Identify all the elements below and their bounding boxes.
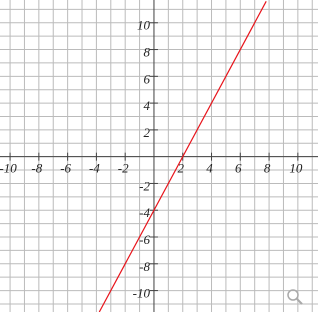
- x-tick-label: -10: [0, 161, 17, 176]
- y-tick-label: -2: [139, 178, 150, 193]
- zoom-icon[interactable]: [287, 289, 303, 305]
- x-tick-label: 10: [289, 161, 303, 176]
- y-tick-label: 4: [143, 98, 150, 113]
- zoom-lens: [287, 289, 299, 301]
- x-tick-label: 8: [264, 161, 271, 176]
- x-tick-label: 2: [177, 161, 184, 176]
- x-tick-label: -8: [31, 161, 42, 176]
- x-tick-label: -4: [89, 161, 100, 176]
- y-tick-label: 8: [143, 45, 150, 60]
- x-tick-label: 6: [235, 161, 242, 176]
- x-tick-label: 4: [206, 161, 213, 176]
- y-tick-label: -4: [139, 205, 150, 220]
- x-tick-label: -6: [60, 161, 71, 176]
- y-tick-label: 10: [137, 18, 151, 33]
- x-tick-label: -2: [118, 161, 129, 176]
- y-tick-label: 6: [143, 71, 150, 86]
- y-tick-label: -6: [139, 232, 150, 247]
- y-tick-label: -10: [133, 286, 151, 301]
- zoom-handle: [296, 298, 303, 305]
- graph-line: [98, 1, 267, 312]
- y-tick-label: -8: [139, 259, 150, 274]
- y-tick-label: 2: [143, 125, 150, 140]
